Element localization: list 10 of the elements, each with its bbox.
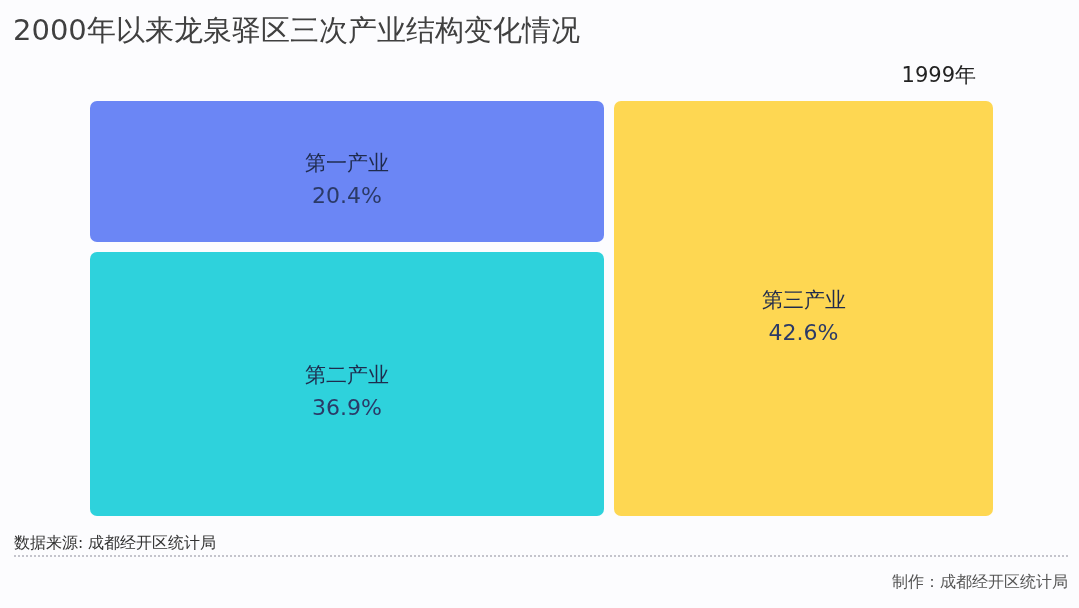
text: 2000年以来龙泉驿区三次产业结构变化情况	[13, 12, 580, 49]
text: 制作：成都经开区统计局	[892, 571, 1068, 593]
source-note: 数据来源: 成都经开区统计局	[14, 533, 217, 554]
data-label: 42.6%	[768, 319, 839, 344]
data-label: 36.9%	[312, 394, 382, 420]
text: 1999年	[901, 62, 976, 89]
category-label: 第三产业	[761, 287, 846, 312]
category-label: 第二产业	[305, 363, 389, 387]
data-label: 20.4%	[312, 182, 382, 207]
category-label: 第一产业	[305, 150, 389, 175]
